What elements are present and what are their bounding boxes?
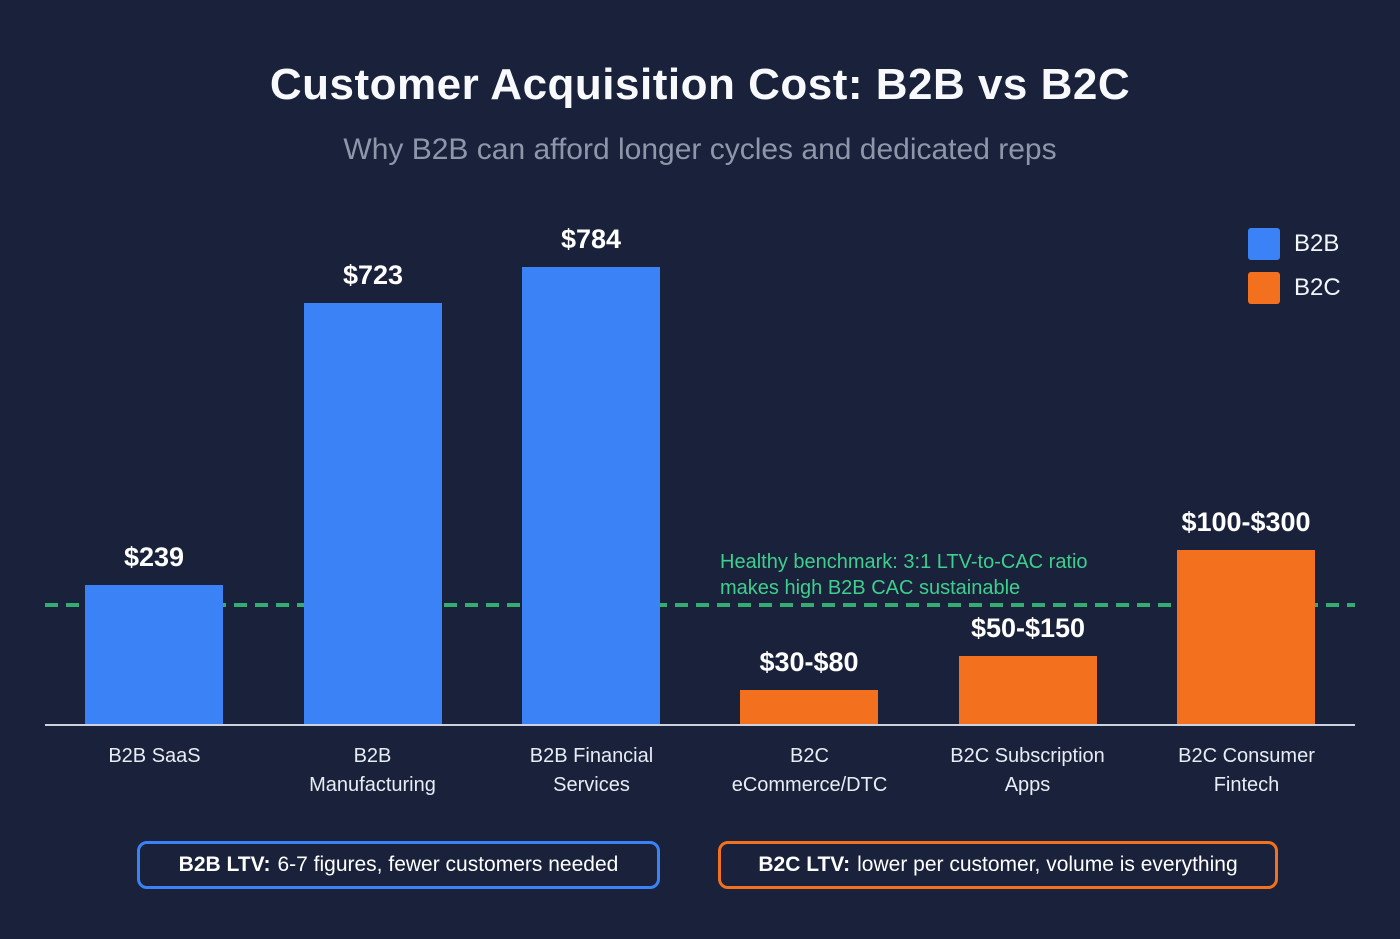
legend-label-b2c: B2C bbox=[1294, 274, 1341, 301]
bar-value-label: $50-$150 bbox=[970, 613, 1086, 643]
x-tick-label: B2B SaaS bbox=[108, 745, 201, 767]
page-title: Customer Acquisition Cost: B2B vs B2C bbox=[269, 60, 1131, 109]
x-tick-label: B2C Consumer Fintech bbox=[1178, 745, 1315, 796]
bar-b2b-financial-services bbox=[522, 267, 660, 724]
b2c-color-swatch bbox=[1248, 272, 1280, 304]
bar-b2c-subscription-apps bbox=[959, 656, 1097, 724]
x-tick-label: B2B Financial Services bbox=[529, 745, 654, 796]
bar-value-label: $30-$80 bbox=[759, 647, 859, 677]
legend-label-b2b: B2B bbox=[1294, 230, 1340, 257]
benchmark-annotation: Healthy benchmark: 3:1 LTV-to-CAC ratio … bbox=[720, 549, 1088, 601]
page-subtitle: Why B2B can afford longer cycles and ded… bbox=[343, 133, 1057, 166]
bar-value-label: $784 bbox=[560, 224, 622, 254]
b2b-ltv-callout-text: 6-7 figures, fewer customers needed bbox=[277, 853, 619, 876]
x-tick-label: B2C eCommerce/DTC bbox=[731, 745, 888, 796]
bar-chart: $239 B2B SaaS $723 B2B Manufacturing $784 B2B … bbox=[45, 200, 1355, 796]
b2b-ltv-callout-lead: B2B LTV: bbox=[178, 853, 271, 876]
legend-item-b2b: B2B bbox=[1248, 228, 1341, 260]
b2c-ltv-callout-lead: B2C LTV: bbox=[758, 853, 851, 876]
benchmark-dashed-line bbox=[45, 603, 1355, 607]
bar-value-label: $239 bbox=[123, 542, 185, 572]
x-tick-label: B2C Subscription Apps bbox=[950, 745, 1105, 796]
benchmark-annotation-line1: Healthy benchmark: 3:1 LTV-to-CAC ratio bbox=[720, 551, 1088, 573]
legend-item-b2c: B2C bbox=[1248, 272, 1341, 304]
b2b-color-swatch bbox=[1248, 228, 1280, 260]
b2c-ltv-callout-text: lower per customer, volume is everything bbox=[857, 853, 1238, 876]
bar-value-label: $723 bbox=[342, 260, 404, 290]
bar-b2c-consumer-fintech bbox=[1177, 550, 1315, 724]
bar-b2b-saas bbox=[85, 585, 223, 724]
bar-b2c-ecommerce-dtc bbox=[740, 690, 878, 724]
benchmark-annotation-line2: makes high B2B CAC sustainable bbox=[720, 577, 1021, 599]
bar-value-label: $100-$300 bbox=[1181, 507, 1311, 537]
bar-b2b-manufacturing bbox=[304, 303, 442, 724]
b2c-ltv-callout: B2C LTV: lower per customer, volume is ev… bbox=[718, 841, 1278, 889]
legend: B2B B2C bbox=[1248, 228, 1341, 316]
x-tick-label: B2B Manufacturing bbox=[309, 745, 436, 796]
b2b-ltv-callout: B2B LTV: 6-7 figures, fewer customers nee… bbox=[137, 841, 660, 889]
